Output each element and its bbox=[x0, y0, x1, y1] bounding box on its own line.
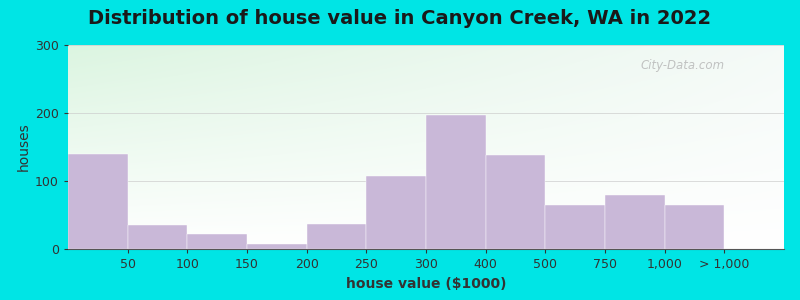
Bar bbox=[486, 155, 546, 249]
Bar bbox=[247, 244, 306, 249]
Bar bbox=[366, 176, 426, 249]
X-axis label: house value ($1000): house value ($1000) bbox=[346, 277, 506, 291]
Bar bbox=[665, 205, 724, 249]
Bar bbox=[68, 154, 128, 249]
Bar bbox=[426, 115, 486, 249]
Bar bbox=[546, 205, 605, 249]
Bar bbox=[187, 234, 247, 249]
Y-axis label: houses: houses bbox=[17, 123, 31, 171]
Bar bbox=[128, 225, 187, 249]
Text: City-Data.com: City-Data.com bbox=[641, 59, 725, 72]
Bar bbox=[605, 195, 665, 249]
Bar bbox=[306, 224, 366, 249]
Text: Distribution of house value in Canyon Creek, WA in 2022: Distribution of house value in Canyon Cr… bbox=[89, 9, 711, 28]
